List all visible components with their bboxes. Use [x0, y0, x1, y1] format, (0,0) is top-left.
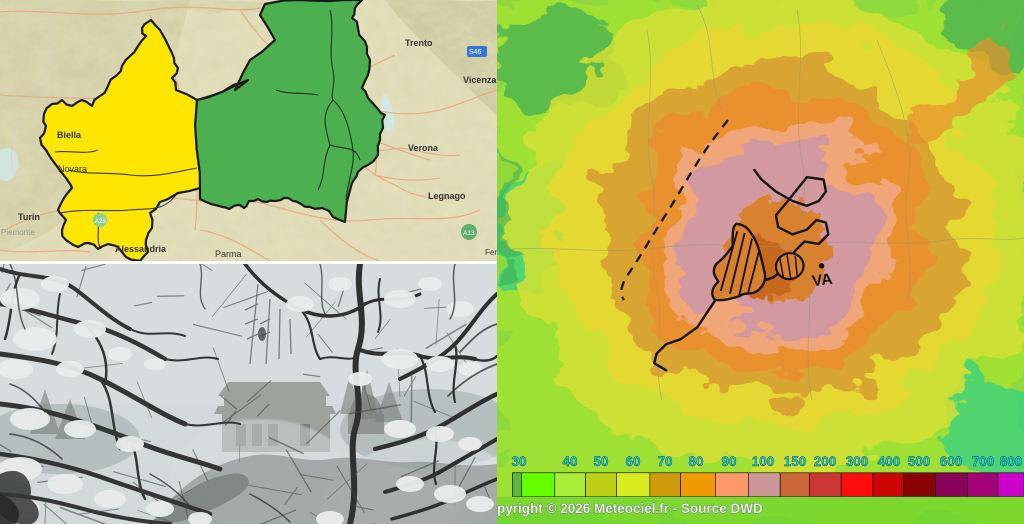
- svg-text:VA: VA: [811, 271, 834, 291]
- svg-text:300: 300: [846, 454, 869, 469]
- svg-text:Verona: Verona: [408, 143, 439, 153]
- svg-text:100: 100: [752, 454, 775, 469]
- svg-text:A13: A13: [463, 230, 475, 237]
- svg-text:Copyright © 2026 Meteociel.fr: Copyright © 2026 Meteociel.fr - Source D…: [497, 501, 763, 516]
- svg-text:Novara: Novara: [58, 164, 87, 174]
- svg-text:800: 800: [1000, 454, 1023, 469]
- svg-text:Legnago: Legnago: [428, 191, 466, 201]
- svg-text:70: 70: [657, 454, 672, 469]
- svg-text:Vicenza: Vicenza: [463, 75, 497, 85]
- svg-text:700: 700: [972, 454, 995, 469]
- svg-text:Parma: Parma: [215, 249, 242, 259]
- svg-text:60: 60: [625, 454, 640, 469]
- svg-text:90: 90: [721, 454, 736, 469]
- svg-text:400: 400: [878, 454, 901, 469]
- svg-text:Biella: Biella: [57, 130, 82, 140]
- svg-text:150: 150: [784, 454, 807, 469]
- svg-text:80: 80: [688, 454, 703, 469]
- svg-text:200: 200: [814, 454, 837, 469]
- svg-text:Ferrara: Ferrara: [485, 248, 497, 257]
- svg-text:A26: A26: [95, 219, 106, 225]
- svg-text:Trento: Trento: [405, 38, 433, 48]
- svg-text:30: 30: [511, 454, 526, 469]
- svg-text:40: 40: [562, 454, 577, 469]
- svg-text:50: 50: [593, 454, 608, 469]
- svg-text:500: 500: [908, 454, 931, 469]
- svg-text:Turin: Turin: [18, 212, 40, 222]
- svg-text:Piemonte: Piemonte: [1, 228, 35, 237]
- svg-text:S46: S46: [469, 49, 482, 56]
- svg-text:600: 600: [940, 454, 963, 469]
- svg-text:Alessandria: Alessandria: [115, 244, 167, 254]
